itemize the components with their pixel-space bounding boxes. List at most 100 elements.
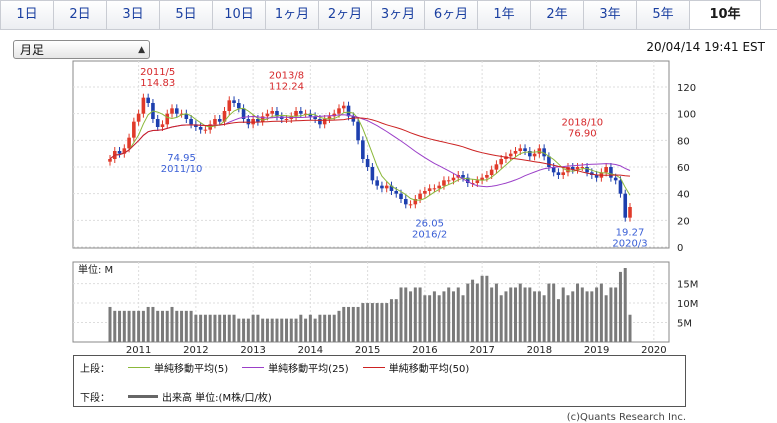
tab-10[interactable]: 2年 [531,0,584,30]
volume-bar [323,314,327,342]
y-tick-label: 80 [677,136,690,147]
candle-body [155,119,160,127]
legend-ma-swatch [362,367,385,368]
volume-bar [203,314,207,342]
candle-body [122,148,127,154]
candle-body [384,185,389,189]
volume-bar [261,318,265,342]
volume-bar [175,310,179,342]
volume-bar [394,299,398,342]
volume-bar [480,275,484,342]
volume-bar [580,287,584,342]
candle-body [108,159,112,162]
candle-body [365,159,370,167]
candle-body [475,180,480,183]
volume-bar [337,310,341,342]
volume-bar [347,306,351,342]
candle-body [275,111,279,117]
volume-bar [265,318,269,342]
volume-bar [270,318,274,342]
candle-body [174,108,179,114]
volume-bar [504,291,508,342]
period-select[interactable]: 月足 ▲ [13,40,150,59]
candle-body [513,151,518,154]
x-tick-label: 2019 [584,345,609,355]
volume-bar [242,318,246,342]
candle-body [194,124,198,127]
annotation-high-date: 2018/10 [562,117,604,128]
volume-bar [528,287,532,342]
period-tabs: 1日 2日 3日 5日 10日 1ヶ月 2ヶ月 3ヶ月 6ヶ月 1年 2年 3年 5年 10年 [0,0,777,30]
tab-7[interactable]: 3ヶ月 [372,0,425,30]
x-tick-label: 2011 [126,345,151,355]
candle-body [136,113,141,122]
volume-bar [151,306,155,342]
volume-bar [595,287,599,342]
volume-bar [285,318,289,342]
volume-bar [251,314,255,342]
timestamp: 20/04/14 19:41 EST [646,40,765,54]
tab-4[interactable]: 10日 [213,0,266,30]
annotation-high-value: 112.24 [269,81,304,92]
candle-body [623,193,628,218]
candle-body [585,167,589,173]
tab-3[interactable]: 5日 [160,0,213,30]
legend-lower-label: 下段： [80,393,110,404]
candle-body [403,199,408,205]
volume-bar [461,295,465,342]
tab-0[interactable]: 1日 [0,0,54,30]
volume-bar [566,295,570,342]
stock-chart: 2011 2012 2013 2014 2015 2016 2017 2018 2019 2020… [72,60,698,355]
volume-bar [623,268,627,342]
tab-9[interactable]: 1年 [478,0,531,30]
volume-bar [604,295,608,342]
candle-body [337,108,341,114]
candle-body [117,151,122,154]
candle-body [508,153,513,157]
tab-6[interactable]: 2ヶ月 [319,0,372,30]
volume-bar [170,306,174,342]
tab-11[interactable]: 3年 [584,0,637,30]
candle-body [408,204,413,206]
annotation-low-date: 19.27 [616,227,645,238]
volume-bar [227,314,231,342]
legend-ma-2: 単純移動平均(50) [359,360,469,375]
candle-body [127,137,131,149]
candle-body [551,167,556,173]
volume-bar [327,314,331,342]
volume-bar [304,318,308,342]
volume-bar [466,283,470,342]
candle-body [241,108,246,119]
x-tick-label: 2015 [355,345,380,355]
volume-bar [208,314,212,342]
volume-bar [571,291,575,342]
volume-bar [552,283,556,342]
candle-body [256,119,260,122]
candle-body [461,175,465,178]
volume-bar [609,287,613,342]
volume-bar [385,303,389,342]
volume-bar [437,295,441,342]
volume-bar [599,283,603,342]
legend-upper-label: 上段： [80,364,110,375]
volume-bar [423,295,427,342]
volume-bar [146,306,150,342]
volume-bar [523,287,527,342]
volume-bar [409,291,413,342]
volume-bar [342,306,346,342]
x-tick-label: 2018 [527,345,552,355]
annotation-low-value: 2020/3 [612,238,647,249]
price-plot-area [72,60,670,249]
volume-bar [308,314,312,342]
volume-bar [585,291,589,342]
volume-bar [471,279,475,342]
candle-body [361,140,365,159]
candle-body [265,113,270,117]
volume-bar [160,310,164,342]
candle-body [570,167,575,170]
candle-body [528,151,532,157]
tab-2[interactable]: 3日 [107,0,160,30]
candle-body [318,119,322,125]
candle-body [217,119,222,122]
candle-body [203,129,208,131]
